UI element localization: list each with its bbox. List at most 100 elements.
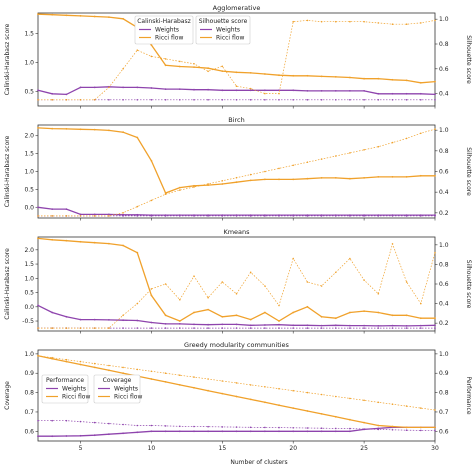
data-point [179,327,181,329]
data-point [405,92,408,95]
data-point [306,281,309,283]
data-point [335,427,337,430]
data-point [150,327,153,329]
data-point [79,318,82,321]
data-point [150,87,153,89]
data-point [377,327,380,329]
data-point [150,199,153,202]
data-point [193,215,195,217]
data-point [420,215,422,217]
data-point [405,23,408,26]
data-point [264,285,266,287]
data-point [434,317,436,320]
data-point [37,13,39,16]
data-point [93,366,96,369]
data-point [79,327,82,329]
data-point [122,327,124,329]
data-point [391,243,394,245]
data-point [292,99,295,101]
data-point [136,205,139,208]
data-point [122,86,124,89]
right-tick-label: 1.0 [439,127,449,134]
left-tick-label: 1.0 [24,275,34,282]
data-point [79,213,82,216]
data-point [136,302,139,305]
data-point [320,75,323,78]
y-axis-label-right: Performance [465,376,472,414]
data-point [51,92,54,95]
data-point [65,315,68,318]
data-point [405,426,408,429]
data-point [221,430,224,433]
data-point [37,215,39,217]
panel-2: Kmeans -0.5 0.0 0.5 1.0 1.5 2.0 0.2 0.4 0.6 0.8 1.0… [4,228,472,334]
data-point [377,215,380,217]
data-point [320,215,323,217]
data-point [292,215,295,217]
data-point [108,327,110,329]
data-point [249,318,252,321]
data-point [292,178,295,181]
data-point [320,324,323,327]
data-point [37,435,39,438]
x-tick-label: 30 [431,445,439,452]
legend-title: Performance [46,377,84,384]
data-point [108,319,110,321]
data-point [108,86,110,89]
data-point [51,356,53,359]
data-point [434,251,436,254]
data-point [108,422,110,425]
data-point [420,429,422,432]
data-point [377,428,380,431]
data-point [306,90,309,92]
panel-title: Birch [228,116,245,124]
data-point [391,425,394,428]
data-point [405,79,408,82]
data-point [320,393,323,396]
panel-frame [37,236,436,332]
data-point [306,327,309,329]
right-tick-label: 0.6 [439,281,449,288]
data-point [306,430,309,433]
data-point [306,391,309,394]
x-tick-label: 20 [289,445,297,452]
data-point [306,410,309,412]
right-tick-label: 0.8 [439,261,449,268]
data-point [108,364,110,367]
x-tick-label: 25 [360,445,368,452]
data-point [377,99,380,101]
data-point [335,271,337,274]
data-point [51,311,54,314]
data-point [193,184,195,187]
left-tick-label: 0.7 [24,409,34,416]
right-tick-label: 0.6 [439,428,449,435]
legend-entry: Ricci flow [62,394,90,401]
data-point [419,324,422,327]
data-point [335,395,337,398]
data-point [278,426,280,429]
data-point [37,89,39,92]
data-point [320,158,323,160]
data-point [419,81,422,84]
data-point [335,327,337,329]
data-point [108,433,110,436]
data-point [51,238,54,241]
right-tick-label: 0.4 [439,301,449,308]
data-point [292,407,295,409]
data-point [434,19,436,22]
data-point [235,426,238,428]
data-point [349,397,351,400]
data-point [363,90,365,92]
data-point [51,435,54,438]
data-point [278,92,280,95]
panel-frame [37,12,436,107]
data-point [136,99,139,101]
data-point [420,99,422,101]
data-point [334,177,337,179]
data-point [122,17,124,20]
data-point [377,325,380,327]
data-point [179,60,181,63]
data-point [93,99,96,101]
data-point [320,20,323,23]
